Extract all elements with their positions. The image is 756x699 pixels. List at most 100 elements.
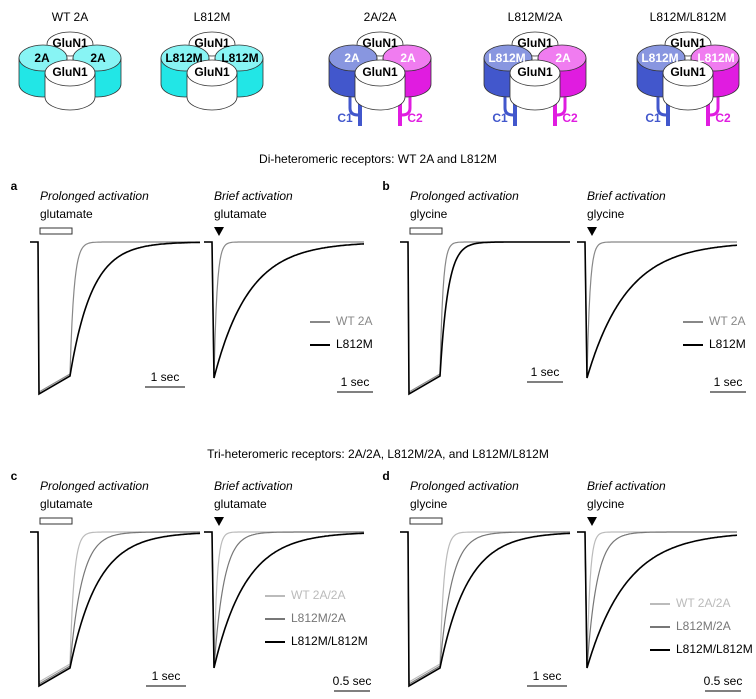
label: GluN1 <box>670 65 706 79</box>
tail-end <box>398 104 402 126</box>
label: L812M <box>709 337 746 351</box>
label: L812M/2A <box>291 611 346 625</box>
tail <box>348 95 359 117</box>
label: GluN1 <box>670 36 706 50</box>
label: L812M <box>221 51 258 65</box>
application-bar <box>409 227 443 235</box>
trace <box>400 531 571 688</box>
label: L812M <box>488 51 525 65</box>
label: Di-heteromeric receptors: WT 2A and L812… <box>259 152 497 166</box>
tail <box>709 95 720 117</box>
label: 1 sec <box>152 669 181 683</box>
tail <box>556 95 567 117</box>
cylinder-top <box>662 59 714 87</box>
label: L812M/L812M <box>291 634 368 648</box>
label: GluN1 <box>52 65 88 79</box>
label: 2A <box>400 51 416 65</box>
label: 2A <box>34 51 50 65</box>
tail-end <box>358 104 362 126</box>
tail-end <box>666 104 670 126</box>
label: Brief activation <box>587 189 666 203</box>
label: WT 2A <box>52 10 88 24</box>
label: 2A <box>555 51 571 65</box>
cylinder-top <box>509 59 561 87</box>
trace <box>204 531 364 669</box>
application-bar <box>39 227 73 235</box>
trace <box>204 241 364 379</box>
tail <box>656 95 667 117</box>
label: GluN1 <box>362 36 398 50</box>
label: L812M <box>165 51 202 65</box>
pulse-marker <box>214 227 224 236</box>
trace <box>400 531 570 684</box>
label: 1 sec <box>151 370 180 384</box>
label: WT 2A <box>336 314 372 328</box>
label: Prolonged activation <box>410 479 519 493</box>
label: glutamate <box>214 497 267 511</box>
label: WT 2A/2A <box>291 588 345 602</box>
label: C2 <box>562 111 578 125</box>
label: a <box>11 179 18 193</box>
application-bar <box>409 517 443 525</box>
trace <box>204 241 364 379</box>
label: Brief activation <box>587 479 666 493</box>
pulse-marker <box>587 517 597 526</box>
label: GluN1 <box>194 65 230 79</box>
label: GluN1 <box>517 36 553 50</box>
label: WT 2A/2A <box>676 596 730 610</box>
pulse-marker <box>214 517 224 526</box>
label: 0.5 sec <box>704 674 743 688</box>
cylinder-top <box>44 59 96 87</box>
label: 1 sec <box>341 375 370 389</box>
label: 1 sec <box>531 365 560 379</box>
label: C2 <box>407 111 423 125</box>
label: L812M <box>194 10 231 24</box>
label: C2 <box>715 111 731 125</box>
trace <box>577 241 737 379</box>
label: 1 sec <box>714 375 743 389</box>
label: C1 <box>337 111 353 125</box>
trace <box>30 531 201 688</box>
label: 0.5 sec <box>333 674 372 688</box>
label: glycine <box>410 207 448 221</box>
label: 1 sec <box>533 669 562 683</box>
label: GluN1 <box>52 36 88 50</box>
label: glycine <box>587 497 625 511</box>
label: 2A <box>90 51 106 65</box>
trace <box>577 241 738 379</box>
cylinder-top <box>354 59 406 87</box>
label: d <box>382 469 389 483</box>
trace <box>30 531 200 684</box>
label: Brief activation <box>214 479 293 493</box>
application-bar <box>39 517 73 525</box>
trace <box>30 531 200 686</box>
trace <box>400 241 570 396</box>
label: WT 2A <box>709 314 745 328</box>
trace <box>30 241 200 396</box>
label: L812M/2A <box>508 10 563 24</box>
label: GluN1 <box>194 36 230 50</box>
pulse-marker <box>587 227 597 236</box>
tail-end <box>706 104 710 126</box>
cylinder-top <box>186 59 238 87</box>
label: b <box>382 179 389 193</box>
label: L812M <box>641 51 678 65</box>
trace <box>204 531 364 669</box>
label: c <box>11 469 18 483</box>
label: L812M/L812M <box>676 642 753 656</box>
label: C1 <box>645 111 661 125</box>
label: 2A/2A <box>364 10 397 24</box>
tail-end <box>553 104 557 126</box>
label: GluN1 <box>362 65 398 79</box>
label: glutamate <box>40 207 93 221</box>
label: glutamate <box>214 207 267 221</box>
label: Prolonged activation <box>410 189 519 203</box>
label: glycine <box>587 207 625 221</box>
label: L812M/L812M <box>650 10 727 24</box>
label: GluN1 <box>517 65 553 79</box>
label: glutamate <box>40 497 93 511</box>
label: L812M <box>336 337 373 351</box>
tail-end <box>513 104 517 126</box>
label: Prolonged activation <box>40 479 149 493</box>
